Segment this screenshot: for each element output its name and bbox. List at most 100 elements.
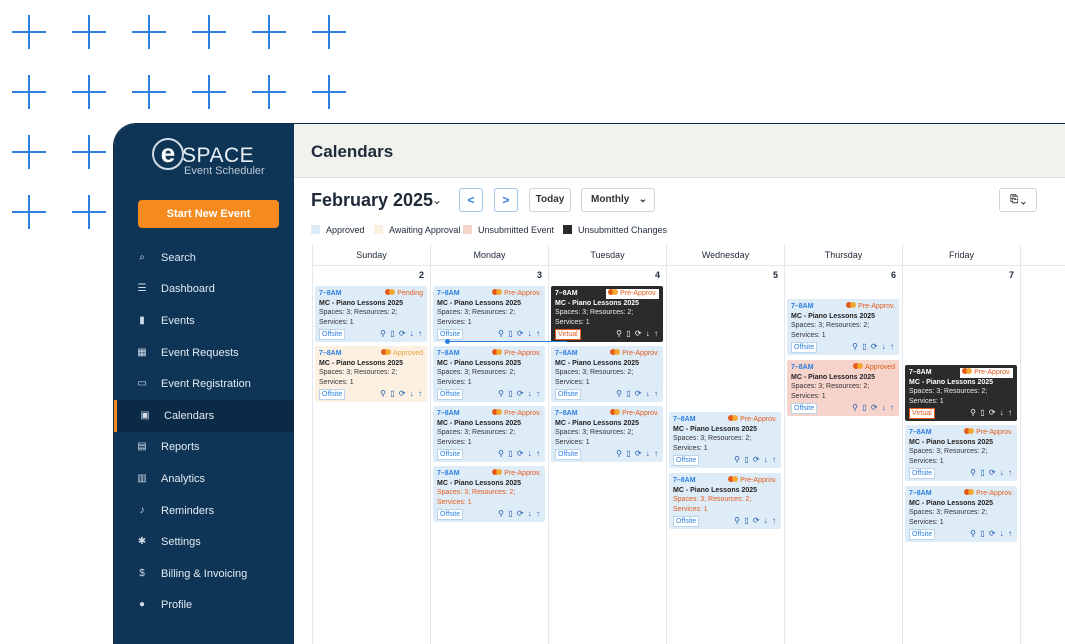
- calendar-event[interactable]: 7–8AM Pre-Approv. MC - Piano Lessons 2025 S…: [551, 406, 663, 462]
- export-button[interactable]: ⎘ ⌄: [999, 188, 1037, 212]
- day-column[interactable]: S: [1020, 244, 1065, 644]
- day-column[interactable]: Tuesday 4: [548, 244, 666, 644]
- sidebar-item-events[interactable]: ▮ Events: [114, 305, 294, 337]
- sidebar-item-calendars[interactable]: ▣ Calendars: [114, 399, 294, 432]
- decor-plus: [312, 15, 346, 49]
- event-spaces: Spaces: 3; Resources: 2;: [437, 429, 516, 436]
- decor-plus: [192, 75, 226, 109]
- legend-item: Unsubmitted Changes: [563, 225, 667, 235]
- status-badge-label: Pre-Approv.: [622, 410, 659, 417]
- event-time: 7–8AM: [555, 290, 578, 297]
- event-services: Services: 1: [437, 438, 472, 446]
- event-actions[interactable]: ⚲ ▯ ⟳ ↓ ↑: [616, 448, 659, 458]
- status-badge: Pre-Approv.: [728, 476, 777, 486]
- day-column[interactable]: Friday 7: [902, 244, 1020, 644]
- event-title: MC - Piano Lessons 2025: [909, 499, 994, 507]
- event-actions[interactable]: ⚲ ▯ ⟳ ↓ ↑: [616, 388, 659, 398]
- sidebar-nav: ⌕ Search ☰ Dashboard ▮ Events ▦ Event Requests ▭…: [114, 242, 294, 621]
- sidebar-item-label: Dashboard: [161, 283, 215, 296]
- status-badge-label: Pre-Approv.: [858, 303, 895, 310]
- view-select[interactable]: Monthly ⌄: [581, 188, 655, 212]
- next-month-button[interactable]: >: [494, 188, 518, 212]
- calendar-event[interactable]: 7–8AM Pre-Approv. MC - Piano Lessons 2025 S…: [433, 346, 545, 402]
- sidebar-item-reminders[interactable]: ♪ Reminders: [114, 495, 294, 527]
- sidebar-item-label: Reports: [161, 441, 200, 454]
- calendar-event[interactable]: 7–8AM Pre-Approv. MC - Piano Lessons 2025 S…: [669, 412, 781, 468]
- event-spaces: Spaces: 3; Resources: 2;: [437, 309, 516, 316]
- sidebar-item-label: Event Registration: [161, 378, 251, 391]
- calendar-event[interactable]: 7–8AM Pre-Approv. MC - Piano Lessons 2025 S…: [905, 365, 1017, 421]
- calendar-event[interactable]: 7–8AM Approved MC - Piano Lessons 2025 Spac…: [787, 360, 899, 416]
- status-dots-icon: [728, 476, 739, 482]
- sidebar-item-dashboard[interactable]: ☰ Dashboard: [114, 274, 294, 306]
- day-number: 5: [772, 270, 778, 280]
- calendar-event[interactable]: 7–8AM Pre-Approv. MC - Piano Lessons 2025 S…: [905, 425, 1017, 481]
- chevron-down-icon[interactable]: ⌄: [432, 193, 443, 207]
- sidebar-item-billing-invoicing[interactable]: $ Billing & Invoicing: [114, 558, 294, 590]
- legend-label: Awaiting Approval: [389, 225, 461, 235]
- sidebar-item-settings[interactable]: ✱ Settings: [114, 526, 294, 558]
- status-badge: Pre-Approv.: [846, 302, 895, 312]
- sidebar-item-reports[interactable]: ▤ Reports: [114, 432, 294, 464]
- calendar-event[interactable]: 7–8AM Pending MC - Piano Lessons 2025 Space…: [315, 286, 427, 342]
- event-actions[interactable]: ⚲ ▯ ⟳ ↓ ↑: [498, 328, 541, 338]
- sidebar-item-label: Analytics: [161, 472, 206, 485]
- event-actions[interactable]: ⚲ ▯ ⟳ ↓ ↑: [498, 508, 541, 518]
- start-new-event-button[interactable]: Start New Event: [138, 200, 279, 228]
- calendar-event[interactable]: 7–8AM Pre-Approv. MC - Piano Lessons 2025 S…: [787, 299, 899, 355]
- status-badge: Approved: [381, 349, 423, 359]
- decor-plus: [312, 75, 346, 109]
- day-column[interactable]: Sunday 2: [312, 244, 430, 644]
- sidebar-item-search[interactable]: ⌕ Search: [114, 242, 294, 274]
- event-actions[interactable]: ⚲ ▯ ⟳ ↓ ↑: [970, 407, 1013, 417]
- event-location-tag: Offsite: [555, 389, 582, 400]
- event-title: MC - Piano Lessons 2025: [791, 373, 876, 381]
- calendar-event[interactable]: 7–8AM Pre-Approv. MC - Piano Lessons 2025 S…: [433, 466, 545, 522]
- event-actions[interactable]: ⚲ ▯ ⟳ ↓ ↑: [498, 388, 541, 398]
- legend-label: Approved: [326, 225, 365, 235]
- event-actions[interactable]: ⚲ ▯ ⟳ ↓ ↑: [970, 528, 1013, 538]
- status-badge: Pre-Approv.: [492, 289, 541, 299]
- calendar-event[interactable]: 7–8AM Pre-Approv. MC - Piano Lessons 2025 S…: [433, 406, 545, 462]
- event-actions[interactable]: ⚲ ▯ ⟳ ↓ ↑: [734, 454, 777, 464]
- event-location-tag: Virtual: [909, 408, 935, 419]
- status-badge: Pre-Approv.: [606, 289, 659, 299]
- calendar-event[interactable]: 7–8AM Pre-Approv. MC - Piano Lessons 2025 S…: [551, 286, 663, 342]
- event-actions[interactable]: ⚲ ▯ ⟳ ↓ ↑: [380, 388, 423, 398]
- status-dots-icon: [381, 349, 392, 355]
- status-badge-label: Approved: [865, 364, 895, 371]
- decor-plus: [72, 135, 106, 169]
- event-services: Services: 1: [319, 378, 354, 386]
- event-actions[interactable]: ⚲ ▯ ⟳ ↓ ↑: [734, 515, 777, 525]
- day-column[interactable]: Thursday 6: [784, 244, 902, 644]
- event-time: 7–8AM: [555, 410, 578, 417]
- event-time: 7–8AM: [791, 364, 814, 371]
- event-actions[interactable]: ⚲ ▯ ⟳ ↓ ↑: [380, 328, 423, 338]
- calendar-event[interactable]: 7–8AM Pre-Approv. MC - Piano Lessons 2025 S…: [669, 473, 781, 529]
- calendar-event[interactable]: 7–8AM Pre-Approv. MC - Piano Lessons 2025 S…: [905, 486, 1017, 542]
- event-location-tag: Offsite: [909, 468, 936, 479]
- event-time: 7–8AM: [437, 410, 460, 417]
- status-badge: Pending: [385, 289, 423, 299]
- event-services: Services: 1: [909, 397, 944, 405]
- event-actions[interactable]: ⚲ ▯ ⟳ ↓ ↑: [970, 467, 1013, 477]
- event-actions[interactable]: ⚲ ▯ ⟳ ↓ ↑: [616, 328, 659, 338]
- sidebar-item-analytics[interactable]: ▥ Analytics: [114, 463, 294, 495]
- today-button[interactable]: Today: [529, 188, 571, 212]
- sidebar-item-profile[interactable]: ● Profile: [114, 590, 294, 622]
- event-actions[interactable]: ⚲ ▯ ⟳ ↓ ↑: [852, 341, 895, 351]
- event-spaces: Spaces: 3; Resources: 2;: [437, 369, 516, 376]
- month-selector[interactable]: February 2025: [311, 190, 434, 210]
- calendar-event[interactable]: 7–8AM Approved MC - Piano Lessons 2025 Spac…: [315, 346, 427, 402]
- prev-month-button[interactable]: <: [459, 188, 483, 212]
- event-actions[interactable]: ⚲ ▯ ⟳ ↓ ↑: [852, 402, 895, 412]
- day-column[interactable]: Wednesday 5: [666, 244, 784, 644]
- status-dots-icon: [492, 289, 503, 295]
- sidebar-item-event-requests[interactable]: ▦ Event Requests: [114, 337, 294, 369]
- event-spaces: Spaces: 3; Resources: 2;: [909, 388, 988, 395]
- event-actions[interactable]: ⚲ ▯ ⟳ ↓ ↑: [498, 448, 541, 458]
- day-column[interactable]: Monday 3: [430, 244, 548, 644]
- calendar-event[interactable]: 7–8AM Pre-Approv. MC - Piano Lessons 2025 S…: [433, 286, 545, 342]
- calendar-event[interactable]: 7–8AM Pre-Approv. MC - Piano Lessons 2025 S…: [551, 346, 663, 402]
- sidebar-item-event-registration[interactable]: ▭ Event Registration: [114, 368, 294, 400]
